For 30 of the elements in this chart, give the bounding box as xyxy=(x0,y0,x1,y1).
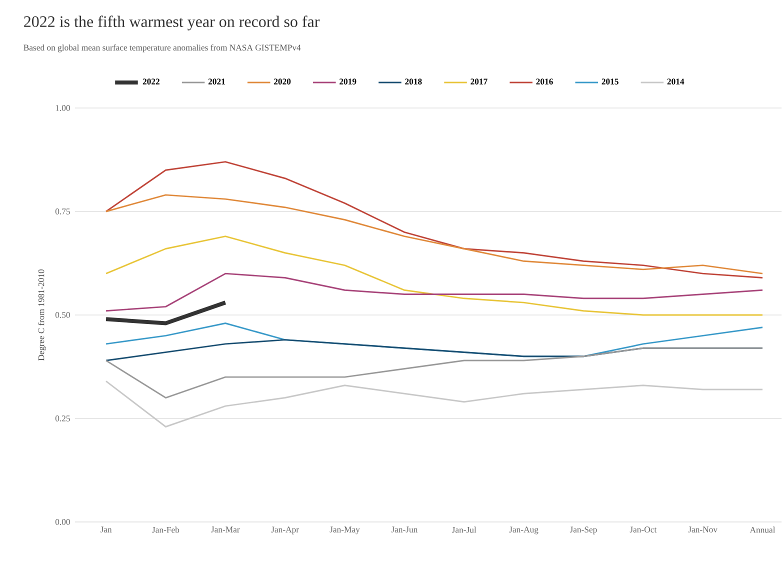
x-tick-label: Jan-Jun xyxy=(391,526,418,532)
chart-subtitle: Based on global mean surface temperature anomalies from NASA GISTEMPv4 xyxy=(24,44,301,52)
y-tick-label: 0.50 xyxy=(55,312,70,318)
legend-label: 2017 xyxy=(470,78,488,84)
legend-label: 2019 xyxy=(340,78,356,84)
y-tick-label: 0.00 xyxy=(55,519,70,525)
y-axis-title: Degree C from 1981-2010 xyxy=(38,269,46,361)
y-tick-label: 1.00 xyxy=(56,105,70,111)
x-tick-label: Jan-Feb xyxy=(152,526,180,533)
legend-label: 2022 xyxy=(142,78,160,84)
x-tick-label: Jan-Sep xyxy=(570,526,597,534)
x-tick-label: Jan-Mar xyxy=(211,526,240,532)
x-tick-label: Jan-Oct xyxy=(630,526,657,533)
legend-label: 2021 xyxy=(208,78,225,84)
x-tick-label: Jan-Nov xyxy=(688,526,718,532)
chart-title: 2022 is the fifth warmest year on record so far xyxy=(24,16,320,30)
legend-label: 2015 xyxy=(602,78,618,84)
x-tick-label: Jan-Apr xyxy=(271,526,299,534)
legend-label: 2018 xyxy=(405,78,422,84)
x-tick-label: Jan xyxy=(100,526,112,532)
legend-label: 2016 xyxy=(536,78,553,84)
x-tick-label: Annual xyxy=(750,526,776,533)
x-tick-label: Jan-May xyxy=(330,526,360,534)
x-tick-label: Jan-Jul xyxy=(452,526,476,533)
x-tick-label: Jan-Aug xyxy=(509,526,538,534)
y-tick-label: 0.25 xyxy=(55,416,70,422)
line-series xyxy=(105,161,764,278)
legend-label: 2014 xyxy=(667,78,684,84)
y-tick-label: 0.75 xyxy=(55,208,70,214)
legend-label: 2020 xyxy=(274,78,291,84)
